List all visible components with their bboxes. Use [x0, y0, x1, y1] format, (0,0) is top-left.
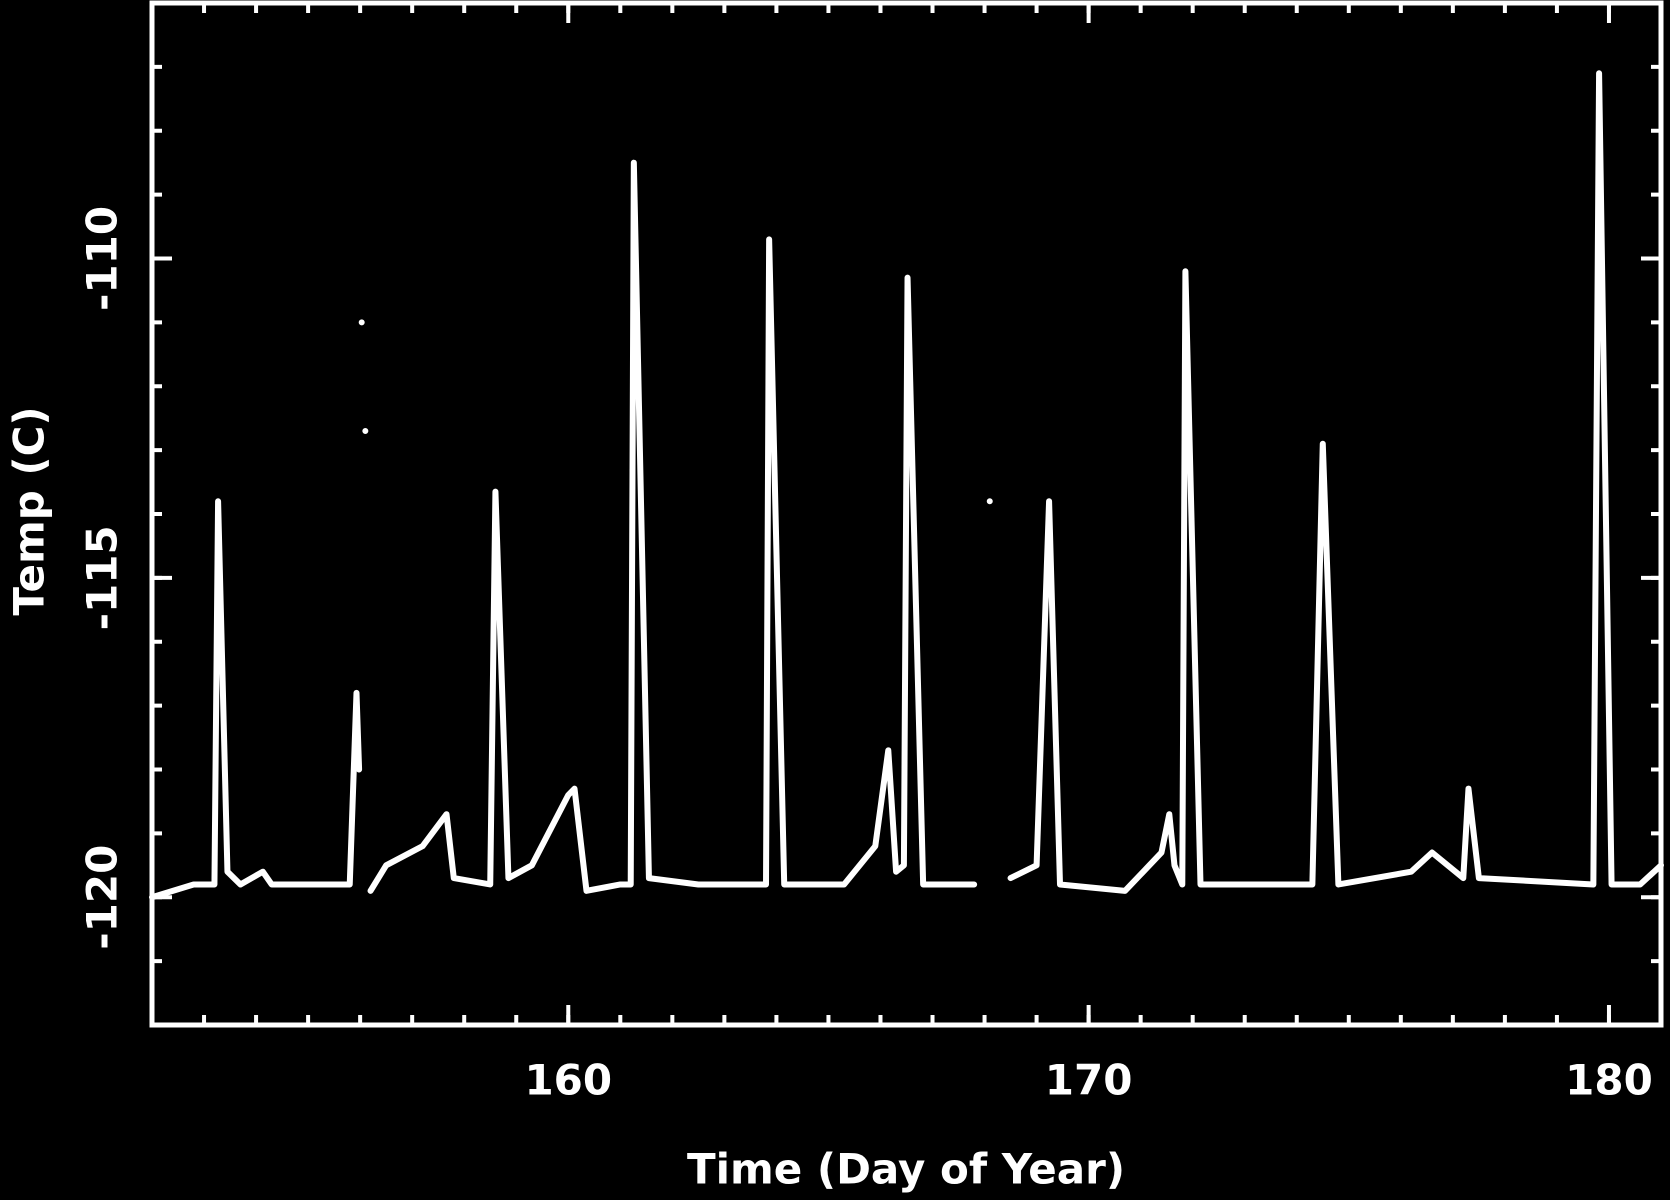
x-tick-label: 170: [1045, 1056, 1133, 1105]
y-tick-label: -120: [78, 845, 127, 950]
x-tick-label: 180: [1565, 1056, 1653, 1105]
y-tick-label: -115: [78, 525, 127, 630]
data-line: [149, 70, 1664, 901]
x-axis-title: Time (Day of Year): [687, 1145, 1125, 1194]
y-axis-title: Temp (C): [5, 406, 54, 615]
x-tick-label: 160: [524, 1056, 612, 1105]
y-tick-label: -110: [78, 206, 127, 311]
